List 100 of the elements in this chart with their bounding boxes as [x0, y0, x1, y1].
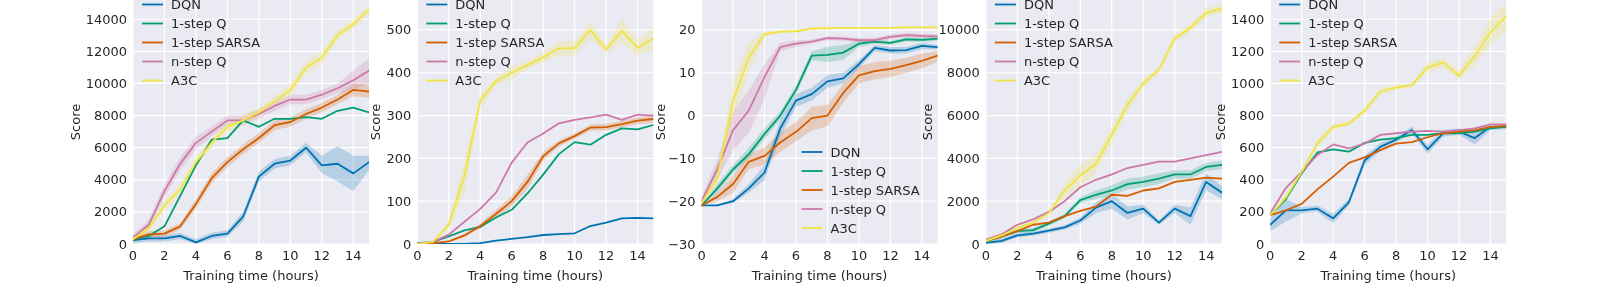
legend-label: 1-step Q	[455, 16, 511, 31]
y-tick-label: 0	[118, 236, 127, 252]
y-tick-label: 200	[1239, 204, 1265, 220]
x-tick-label: 6	[1360, 248, 1369, 263]
x-tick-label: 4	[191, 248, 201, 263]
y-tick-label: 4000	[93, 172, 127, 188]
y-tick-label: 100	[386, 193, 412, 209]
x-tick-label: 10	[1419, 248, 1436, 263]
y-tick-label: −30	[668, 236, 696, 252]
y-tick-label: 400	[386, 65, 412, 81]
x-tick-label: 10	[850, 248, 868, 263]
x-tick-label: 8	[539, 248, 548, 263]
legend-label: A3C	[455, 73, 482, 88]
x-tick-label: 14	[629, 248, 646, 263]
x-tick-label: 2	[728, 248, 738, 263]
x-tick-label: 6	[223, 248, 232, 263]
x-tick-label: 4	[1328, 248, 1338, 263]
legend-label: 1-step Q	[1023, 16, 1080, 31]
y-axis-title: Score	[67, 103, 83, 141]
y-axis-title: Score	[920, 103, 936, 141]
y-tick-label: 12000	[85, 43, 127, 59]
x-tick-label: 8	[1107, 248, 1116, 263]
y-axis-title: Score	[652, 103, 668, 141]
legend-label: 1-step SARSA	[455, 35, 545, 50]
x-tick-label: 14	[1482, 248, 1499, 263]
legend-label: n-step Q	[455, 54, 511, 69]
y-tick-label: 10000	[938, 22, 980, 38]
y-tick-label: 10000	[85, 75, 127, 91]
legend-label: 1-step SARSA	[830, 182, 920, 198]
x-tick-label: 0	[981, 248, 991, 263]
x-tick-label: 8	[254, 248, 264, 263]
y-tick-label: 8000	[93, 108, 127, 124]
legend-label: n-step Q	[1023, 54, 1080, 69]
legend-label: 1-step SARSA	[171, 35, 261, 50]
x-tick-label: 6	[1076, 248, 1085, 263]
x-tick-label: 4	[760, 248, 769, 263]
y-tick-label: 4000	[946, 150, 980, 166]
legend-label: A3C	[830, 220, 857, 236]
legend-label: 1-step SARSA	[1308, 35, 1398, 50]
y-tick-label: 6000	[93, 140, 127, 156]
x-tick-label: 12	[1166, 248, 1183, 263]
y-tick-label: 1200	[1231, 43, 1265, 59]
y-tick-label: 200	[386, 150, 412, 166]
x-tick-label: 6	[791, 248, 801, 263]
x-tick-label: 4	[1044, 248, 1053, 263]
x-tick-label: 8	[823, 248, 832, 263]
x-tick-label: 12	[1450, 248, 1468, 263]
y-tick-label: 800	[1239, 108, 1265, 124]
x-axis-title: Training time (hours)	[1035, 268, 1172, 283]
x-tick-label: 14	[344, 248, 362, 263]
x-axis-title: Training time (hours)	[182, 268, 319, 283]
x-tick-label: 2	[1297, 248, 1306, 263]
x-tick-label: 14	[1197, 248, 1215, 263]
y-tick-label: 0	[971, 236, 980, 252]
legend-label: A3C	[1308, 73, 1335, 88]
x-axis-title: Training time (hours)	[750, 268, 888, 283]
y-tick-label: −10	[668, 150, 696, 166]
y-tick-label: 1000	[1231, 75, 1265, 91]
x-tick-label: 6	[507, 248, 516, 263]
legend-label: DQN	[830, 144, 861, 160]
legend-label: n-step Q	[830, 201, 887, 217]
y-tick-label: 20	[679, 22, 696, 38]
legend-label: DQN	[1023, 0, 1054, 12]
x-tick-label: 12	[882, 248, 899, 263]
legend-label: A3C	[1023, 73, 1051, 88]
x-tick-label: 14	[913, 248, 931, 263]
y-tick-label: 1400	[1231, 11, 1265, 27]
legend-label: DQN	[171, 0, 201, 12]
y-tick-label: 0	[687, 108, 696, 124]
x-tick-label: 10	[282, 248, 299, 263]
x-tick-label: 2	[1013, 248, 1022, 263]
y-tick-label: 0	[1255, 236, 1265, 252]
x-tick-label: 4	[476, 248, 485, 263]
x-tick-label: 0	[1266, 248, 1275, 263]
x-tick-label: 0	[413, 248, 422, 263]
x-tick-label: 10	[566, 248, 583, 263]
legend-label: A3C	[171, 73, 198, 88]
x-axis-title: Training time (hours)	[466, 268, 604, 283]
x-tick-label: 0	[128, 248, 138, 263]
y-tick-label: 0	[403, 236, 412, 252]
legend-label: 1-step Q	[830, 163, 887, 179]
x-tick-label: 2	[444, 248, 453, 263]
x-tick-label: 0	[697, 248, 706, 263]
x-tick-label: 12	[597, 248, 615, 263]
legend-label: 1-step Q	[1308, 16, 1364, 31]
legend-label: n-step Q	[1308, 54, 1364, 69]
legend-label: DQN	[1308, 0, 1339, 12]
legend-label: 1-step Q	[171, 16, 227, 31]
x-axis-title: Training time (hours)	[1319, 268, 1457, 283]
y-axis-title: Score	[1213, 103, 1228, 141]
y-tick-label: 500	[386, 22, 412, 38]
y-tick-label: 2000	[93, 204, 127, 220]
x-tick-label: 10	[1134, 248, 1152, 263]
y-tick-label: −20	[668, 193, 696, 209]
y-tick-label: 10	[679, 65, 696, 81]
y-axis-title: Score	[368, 103, 384, 141]
y-tick-label: 600	[1239, 140, 1265, 156]
y-tick-label: 8000	[946, 65, 980, 81]
legend-label: 1-step SARSA	[1023, 35, 1114, 50]
y-tick-label: 14000	[85, 11, 127, 27]
